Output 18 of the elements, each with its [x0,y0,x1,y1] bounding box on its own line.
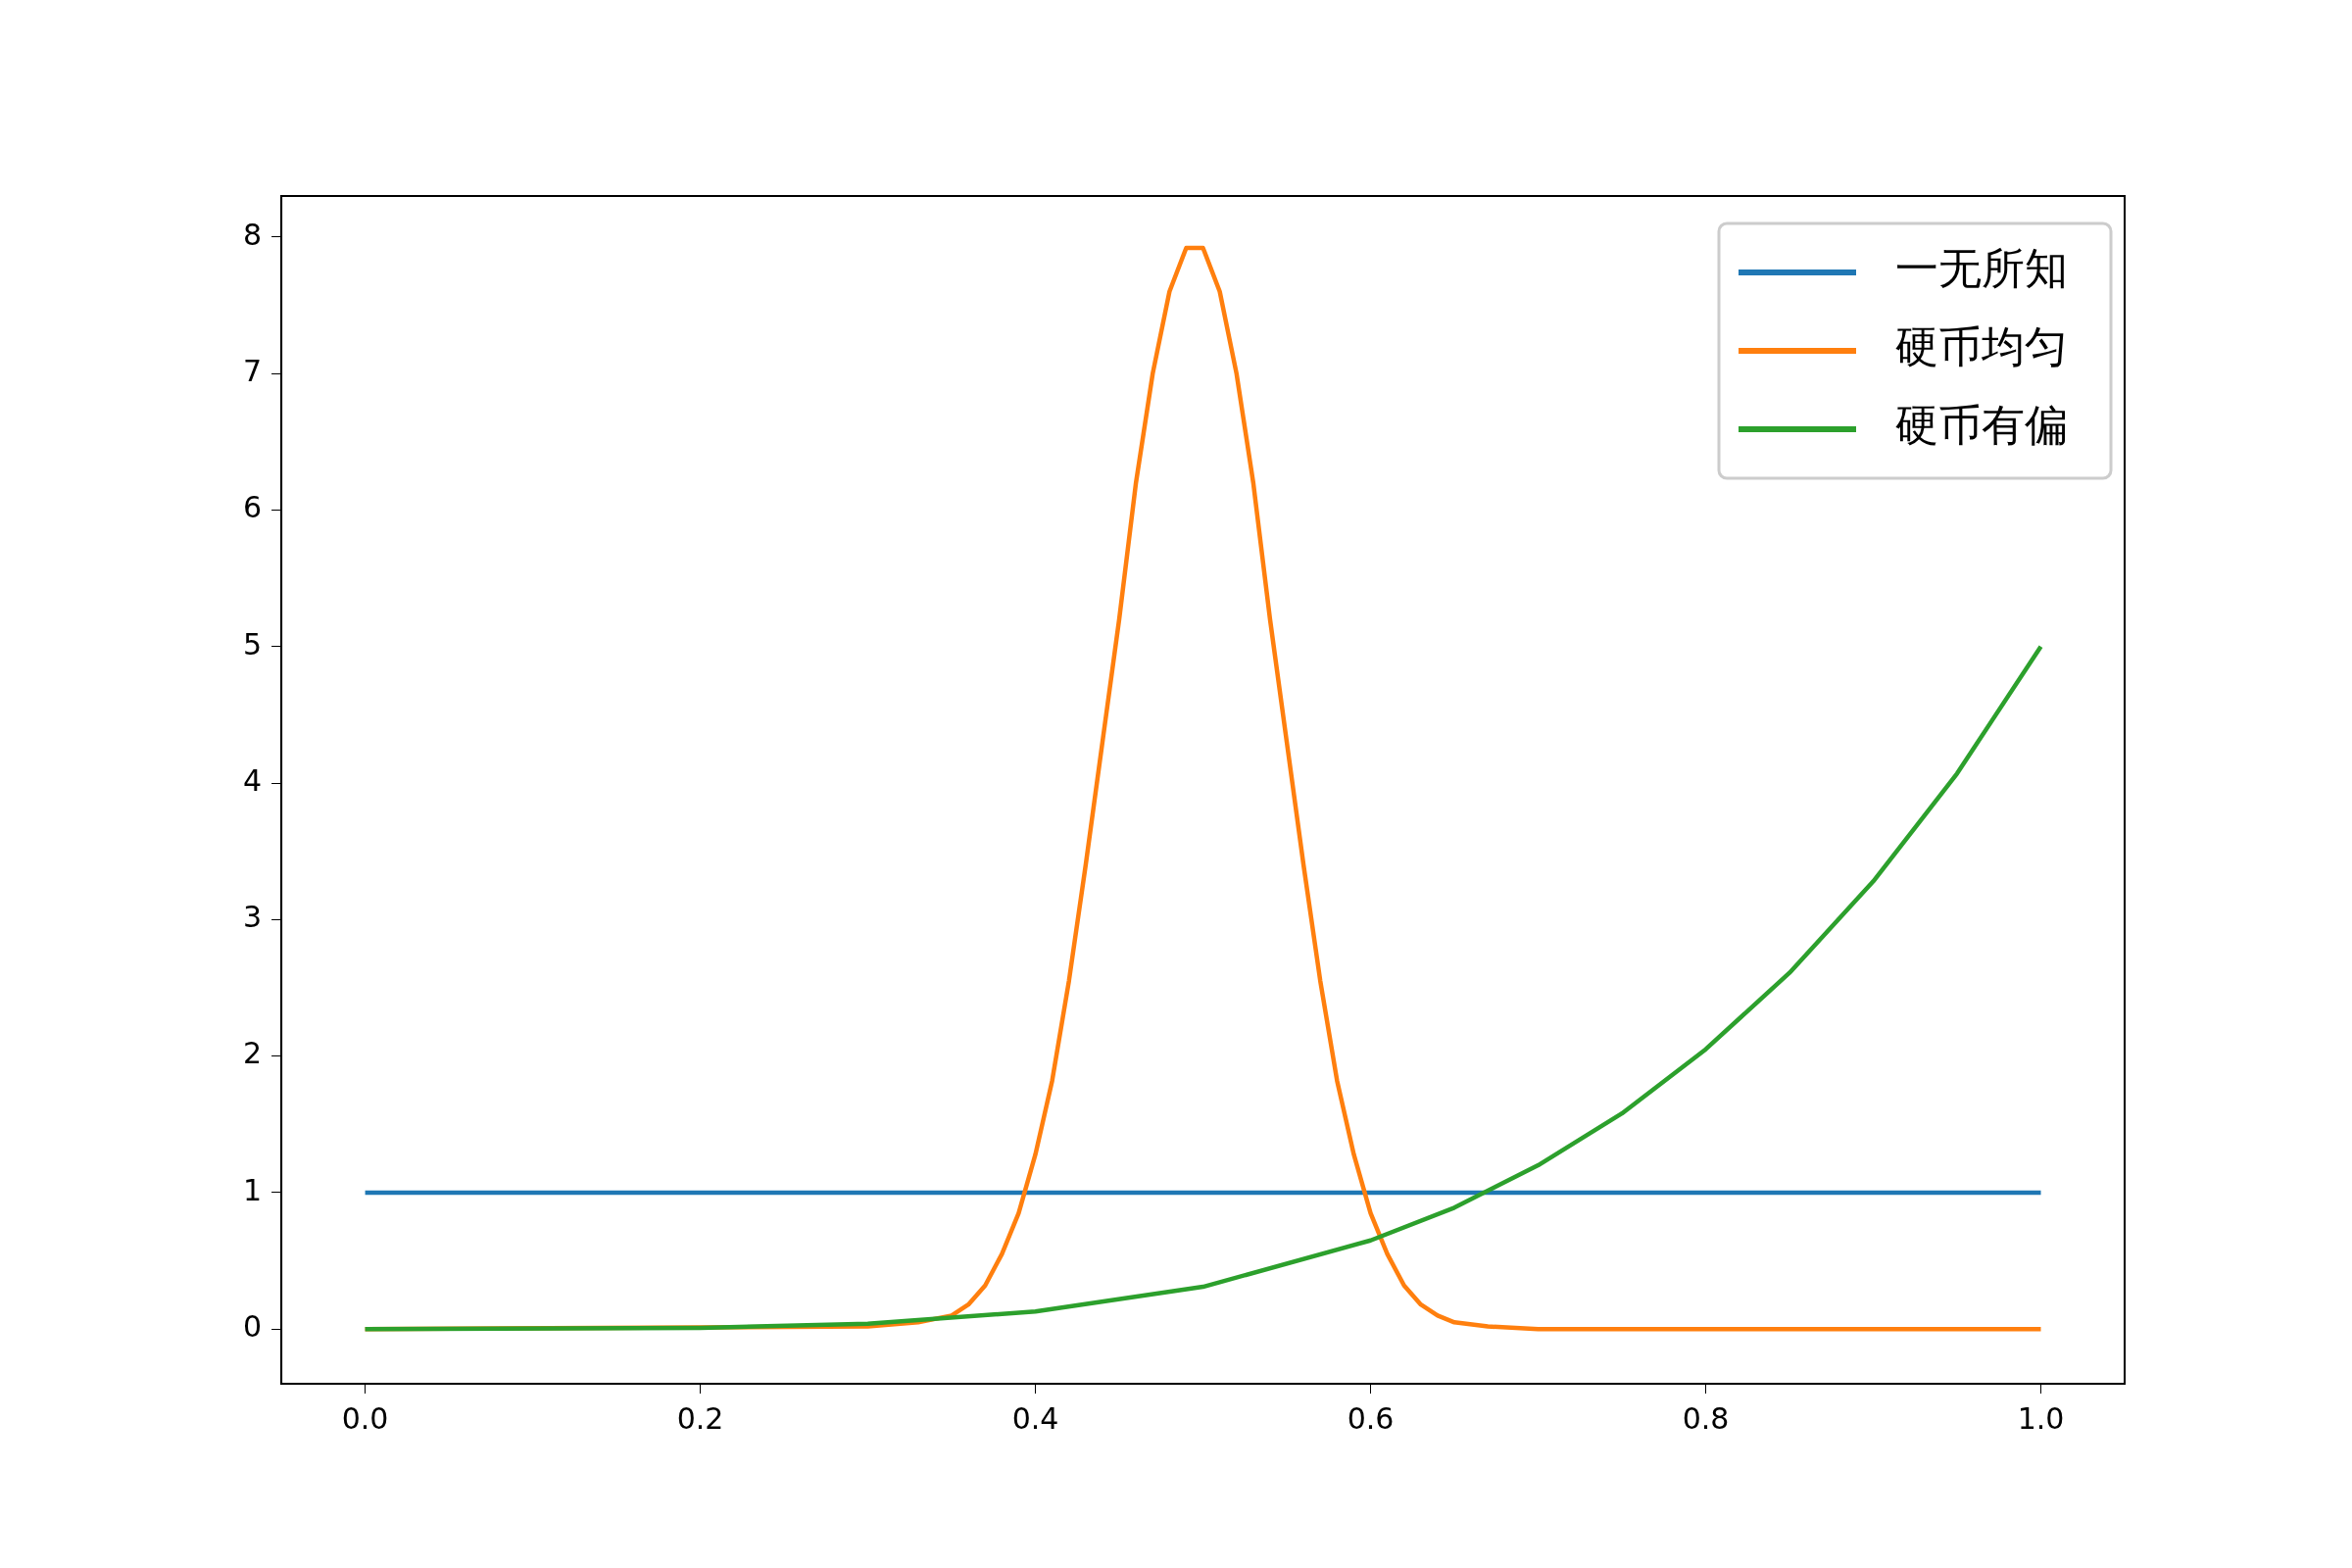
y-tick-label: 2 [242,1036,263,1071]
y-tick-label: 7 [242,353,263,388]
y-tick-label: 1 [242,1172,263,1207]
x-tick-label: 0.2 [676,1400,724,1436]
x-tick-label: 1.0 [2017,1400,2065,1436]
legend-label: 硬币均匀 [1895,321,2068,372]
y-tick-label: 3 [242,900,263,935]
x-tick-label: 0.0 [341,1400,389,1436]
y-tick-label: 4 [242,762,263,798]
x-tick-label: 0.8 [1682,1400,1730,1436]
legend-label: 硬币有偏 [1895,400,2068,451]
x-tick-label: 0.6 [1347,1400,1395,1436]
x-tick-label: 0.4 [1011,1400,1059,1436]
y-tick-label: 5 [242,626,263,662]
legend-label: 一无所知 [1895,243,2068,294]
y-tick-label: 8 [242,217,263,252]
y-tick-label: 6 [242,490,263,525]
y-tick-label: 0 [242,1309,263,1345]
